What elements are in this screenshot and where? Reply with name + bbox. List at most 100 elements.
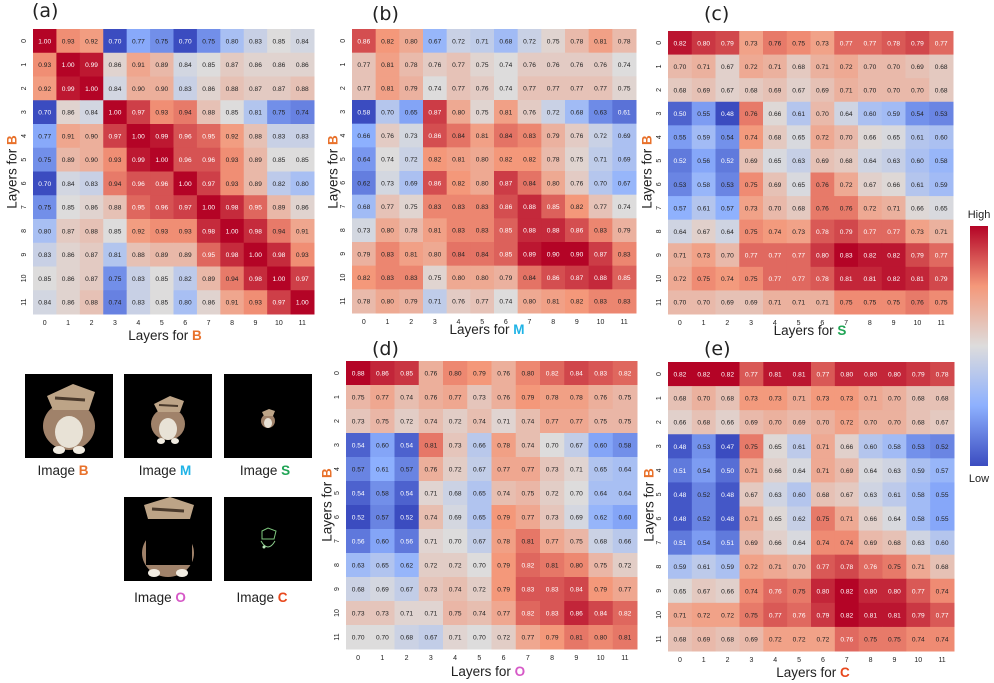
heatmap-cell [786, 101, 811, 126]
heatmap-cell [243, 290, 268, 315]
cell-value-label: 0.88 [109, 205, 122, 212]
cell-value-label: 0.60 [911, 158, 924, 165]
xlabel-d: Layers for O [451, 664, 525, 679]
heatmap-cell [858, 172, 883, 197]
heatmap-cell [418, 601, 444, 626]
y-tick-label: 0 [656, 372, 663, 376]
heatmap-cell [564, 529, 589, 554]
heatmap-cell [691, 602, 717, 628]
heatmap-cell [588, 409, 614, 434]
heatmap-cell [691, 626, 717, 652]
cell-value-label: 0.78 [887, 40, 900, 47]
cell-value-label: 0.69 [570, 515, 583, 522]
letter-B: B [319, 468, 335, 478]
cell-value-label: 0.92 [226, 133, 239, 140]
cell-value-label: 0.71 [792, 300, 805, 307]
heatmap-cell [588, 481, 614, 506]
heatmap-cell [515, 553, 541, 578]
cell-value-label: 0.76 [570, 180, 583, 187]
y-tick-label: 4 [334, 467, 341, 471]
heatmap-cell [423, 100, 448, 125]
cell-value-label: 0.81 [618, 635, 631, 642]
cell-value-label: 0.77 [38, 133, 51, 140]
cell-value-label: 0.71 [769, 564, 782, 571]
cell-value-label: 0.76 [523, 62, 536, 69]
xlabel-a: Layers for B [128, 328, 202, 343]
heatmap-cell [346, 505, 371, 530]
heatmap-cell [467, 457, 492, 482]
cell-value-label: 0.81 [547, 299, 560, 306]
heatmap-cell [930, 458, 955, 483]
heatmap-cell [739, 172, 764, 197]
x-tick-label: 4 [773, 320, 777, 327]
cell-value-label: 0.67 [424, 635, 437, 642]
cell-value-label: 0.76 [424, 467, 437, 474]
heatmap-cell [588, 385, 614, 410]
cell-value-label: 0.89 [272, 205, 285, 212]
heatmap-cell [691, 386, 717, 411]
heatmap-cell [882, 578, 907, 604]
cell-value-label: 0.69 [721, 300, 734, 307]
y-tick-label: 0 [656, 41, 663, 45]
cell-value-label: 0.83 [132, 300, 145, 307]
heatmap-cell [588, 76, 613, 101]
cell-value-label: 0.71 [840, 87, 853, 94]
heatmap-cell [150, 171, 174, 196]
cell-value-label: 0.80 [381, 228, 394, 235]
heatmap-cell [150, 52, 174, 77]
cell-value-label: 0.57 [721, 205, 734, 212]
cell-value-label: 0.77 [594, 204, 607, 211]
cat-small-picture [261, 409, 275, 428]
heatmap-cell [515, 577, 541, 602]
heatmap-cell [763, 554, 788, 580]
heatmap-cell [930, 578, 955, 604]
letter-B: B [4, 135, 20, 145]
cell-value-label: 0.54 [911, 111, 924, 118]
cell-value-label: 0.71 [497, 419, 510, 426]
heatmap-cell [882, 602, 907, 628]
cell-value-label: 0.74 [745, 588, 758, 595]
heatmap-cell [220, 52, 245, 77]
heatmap-cell [905, 196, 930, 221]
cell-value-label: 0.75 [793, 588, 806, 595]
heatmap-cell [375, 123, 400, 148]
cell-value-label: 0.70 [109, 38, 122, 45]
x-tick-label: 11 [938, 657, 945, 664]
y-tick-label: 5 [334, 491, 341, 495]
heatmap-cell [786, 219, 811, 244]
cell-value-label: 0.82 [618, 371, 631, 378]
cell-value-label: 0.80 [476, 180, 489, 187]
heatmap-cell [196, 76, 221, 101]
cell-value-label: 0.61 [618, 109, 631, 116]
cell-value-label: 0.58 [357, 109, 370, 116]
cell-value-label: 0.77 [863, 40, 876, 47]
cell-value-label: 0.79 [497, 563, 510, 570]
heatmap-cell [834, 386, 860, 411]
heatmap-cell [929, 266, 954, 291]
heatmap-cell [56, 100, 81, 125]
heatmap-cell [668, 148, 693, 173]
cell-value-label: 0.84 [296, 38, 309, 45]
heatmap-cell [588, 625, 614, 650]
heatmap-cell [290, 124, 315, 149]
cell-value-label: 0.77 [935, 40, 948, 47]
heatmap-cell [540, 361, 565, 386]
cell-value-label: 0.68 [352, 587, 365, 594]
heatmap-cell [446, 100, 471, 125]
heatmap-cell [763, 54, 788, 79]
cell-value-label: 0.77 [521, 515, 534, 522]
heatmap-cell [290, 195, 315, 220]
cell-value-label: 0.81 [911, 276, 924, 283]
heatmap-cell [517, 29, 542, 54]
cell-value-label: 0.77 [792, 276, 805, 283]
cell-value-label: 0.62 [400, 563, 413, 570]
cell-value-label: 0.72 [793, 636, 806, 643]
heatmap-cell [196, 171, 221, 196]
heatmap-cell [786, 148, 811, 173]
cell-value-label: 0.85 [400, 371, 413, 378]
heatmap-cell [494, 171, 519, 196]
cell-value-label: 0.72 [816, 135, 829, 142]
heatmap-cell [79, 147, 104, 172]
heatmap-cell [399, 29, 424, 54]
cell-value-label: 0.64 [594, 491, 607, 498]
